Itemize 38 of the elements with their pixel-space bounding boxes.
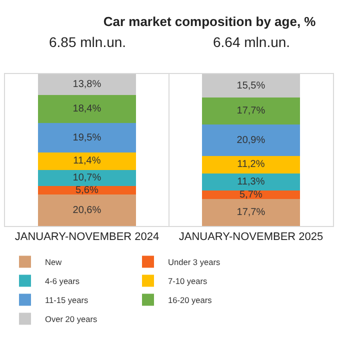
data-label: 5,7% [240,189,262,200]
data-label: 17,7% [236,207,266,218]
bar [38,94,136,123]
data-label: 20,9% [236,134,266,146]
bar [38,74,136,95]
legend-label: New [45,257,63,268]
data-label: 19,5% [72,132,102,144]
data-label: 18,4% [72,103,102,114]
bar [202,156,300,174]
legend-label: 11-15 years [45,295,88,306]
data-label: 20,6% [72,204,102,216]
bar [202,74,300,98]
data-label: 15,5% [236,80,266,92]
data-label: 5,6% [76,184,98,196]
legend-label: Over 20 years [45,314,98,324]
bar [38,194,136,226]
bar [38,170,136,186]
bar [202,98,300,124]
data-label: 10,7% [72,172,102,184]
bar [202,124,300,156]
x-tick-label: JANUARY-NOVEMBER 2025 [178,231,324,244]
bar [202,199,300,226]
data-label: 11,2% [237,159,265,170]
legend-label: 7-10 years [168,276,208,286]
x-tick-label: JANUARY-NOVEMBER 2024 [14,231,160,244]
annotation: 6.64 mln.un. [213,34,290,50]
legend-label: 4-6 years [45,276,80,286]
bar [38,152,136,170]
legend-label: Under 3 years [168,257,220,268]
data-label: 11,4% [73,156,101,167]
bar [202,173,300,190]
legend-label: 16-20 years [168,295,212,306]
bar [38,122,136,153]
data-label: 17,7% [236,106,266,117]
annotation: 6.85 mln.un. [49,34,126,50]
data-label: 11,3% [237,176,265,188]
chart-title: Car market composition by age, % [103,14,316,29]
data-label: 13,8% [72,78,102,90]
